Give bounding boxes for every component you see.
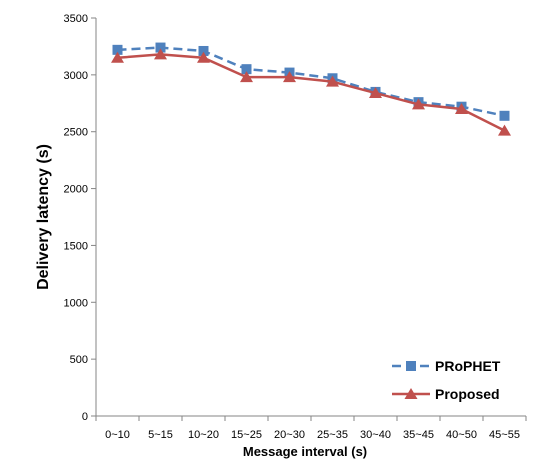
y-axis-title: Delivery latency (s) [35, 144, 52, 290]
data-point-prophet [198, 45, 209, 56]
y-tick-label: 0 [82, 411, 88, 423]
x-tick-label: 0~10 [105, 429, 130, 441]
legend-label-prophet: PRoPHET [435, 358, 501, 374]
data-point-proposed [154, 48, 167, 60]
series-layer [111, 42, 511, 136]
x-tick-label: 35~45 [403, 429, 434, 441]
y-tick-label: 2000 [64, 184, 88, 196]
series-line-prophet [117, 46, 505, 118]
x-tick-label: 5~15 [148, 429, 173, 441]
legend-marker-prophet [406, 361, 416, 371]
y-axis: 0 500 1000 1500 2000 2500 3000 3500 [64, 13, 97, 423]
x-tick-label: 25~35 [317, 429, 348, 441]
data-point-proposed [412, 98, 425, 110]
y-tick-label: 1000 [64, 297, 88, 309]
series-proposed [111, 48, 511, 136]
data-point-prophet [155, 42, 166, 53]
y-tick-label: 3500 [64, 13, 88, 25]
legend-label-proposed: Proposed [435, 386, 500, 402]
legend-marker-proposed [404, 388, 418, 399]
data-point-proposed [283, 71, 296, 83]
data-point-proposed [240, 71, 253, 83]
x-tick-label: 30~40 [360, 429, 391, 441]
x-tick-label: 45~55 [489, 429, 520, 441]
x-tick-label: 40~50 [446, 429, 477, 441]
data-point-proposed [111, 51, 124, 63]
data-point-proposed [498, 124, 511, 136]
data-point-prophet [241, 64, 252, 75]
x-axis: 0~10 5~15 10~20 15~25 20~30 25~35 30~40 35~45 40… [95, 415, 527, 441]
data-point-prophet [112, 44, 123, 55]
data-point-proposed [326, 75, 339, 87]
data-point-proposed [197, 51, 210, 63]
y-tick-label: 500 [70, 354, 88, 366]
y-tick-label: 3000 [64, 70, 88, 82]
legend: PRoPHET Proposed [392, 358, 501, 402]
data-point-proposed [369, 87, 382, 99]
x-tick-label: 20~30 [274, 429, 305, 441]
y-tick-label: 2500 [64, 127, 88, 139]
data-point-proposed [455, 102, 468, 114]
data-point-prophet [499, 110, 510, 121]
y-tick-label: 1500 [64, 240, 88, 252]
x-tick-label: 15~25 [231, 429, 262, 441]
x-axis-title: Message interval (s) [243, 444, 367, 459]
series-line-proposed [117, 53, 506, 132]
x-tick-label: 10~20 [188, 429, 219, 441]
